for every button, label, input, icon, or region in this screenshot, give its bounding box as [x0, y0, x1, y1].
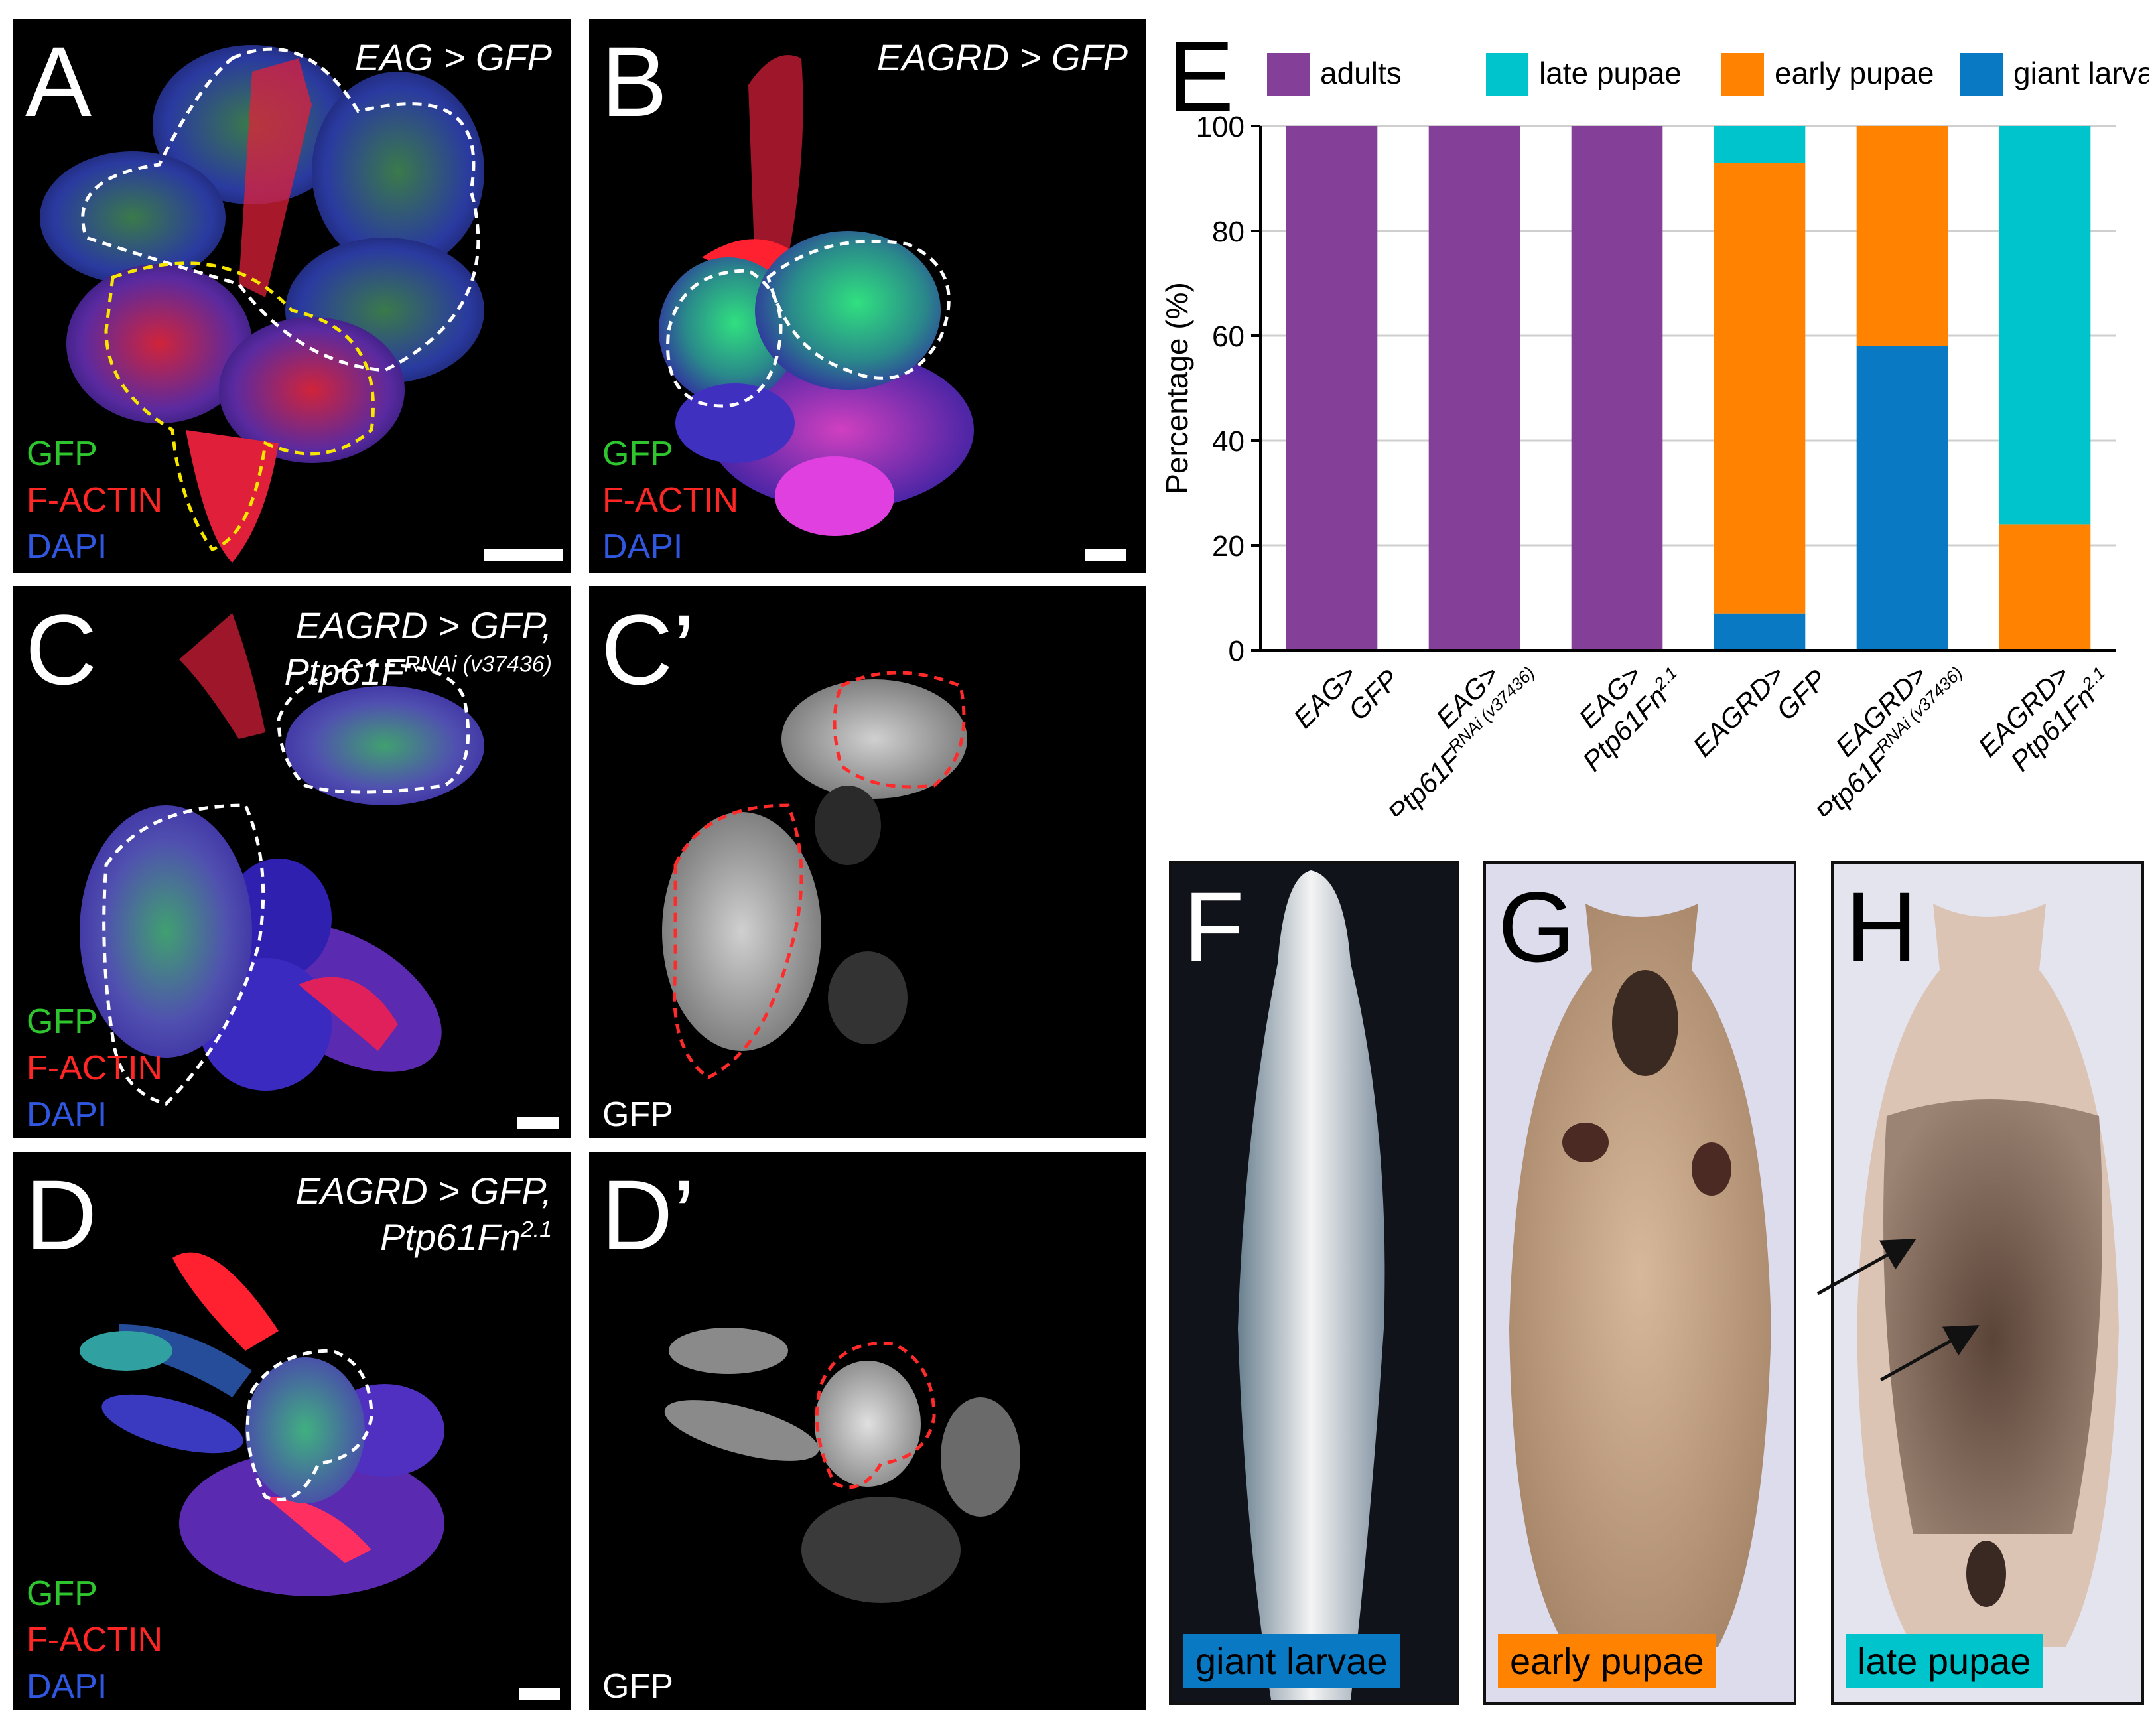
panel-letter: D [25, 1159, 98, 1271]
panel-a: A EAG > GFP GFP F-ACTIN DAPI [13, 19, 571, 573]
panel-title-line2: Ptp61FRNAi (v37436) [284, 649, 552, 695]
panel-letter: A [25, 26, 92, 137]
legend-swatch [1960, 53, 2003, 96]
channel-label-gfp: GFP [27, 1574, 98, 1613]
bar-segment [1714, 126, 1806, 163]
y-tick-label: 0 [1229, 635, 1245, 667]
channel-label-dapi: DAPI [27, 1667, 107, 1706]
scale-bar [517, 1117, 559, 1129]
panel-letter: H [1846, 871, 1918, 983]
panel-title-line1: EAGRD > GFP, [295, 604, 552, 646]
panel-title-line2: Ptp61Fn2.1 [296, 1214, 552, 1261]
panel-letter: B [601, 26, 668, 137]
allele-superscript: RNAi (v37436) [404, 652, 552, 677]
y-tick-label: 100 [1196, 111, 1245, 143]
arrow-icon [1816, 1239, 1917, 1296]
panel-title: EAGRD > GFP, Ptp61FRNAi (v37436) [284, 602, 552, 695]
panel-b-image [659, 55, 974, 536]
x-tick-label: EAG>GFP [1288, 659, 1405, 734]
channel-label-gfp: GFP [602, 1095, 673, 1134]
scale-bar [1085, 549, 1126, 561]
gene-name: Ptp61F [284, 651, 405, 693]
channel-label-dapi: DAPI [27, 1095, 107, 1134]
channel-label-gfp: GFP [27, 435, 98, 473]
legend-label: adults [1320, 56, 1402, 90]
x-tick-label: EAG>Ptp61FRNAi (v37436) [1382, 659, 1538, 816]
panel-h: late pupae H [1831, 861, 2144, 1705]
panel-g: early pupae G [1483, 861, 1796, 1705]
legend-label: late pupae [1539, 56, 1682, 90]
y-tick-label: 60 [1212, 320, 1245, 353]
panel-b: B EAGRD > GFP GFP F-ACTIN DAPI [589, 19, 1146, 573]
arrow-annotations [1816, 1239, 1980, 1382]
y-axis-label: Percentage (%) [1161, 282, 1194, 494]
stage-label-giant-larvae: giant larvae [1183, 1634, 1400, 1688]
bar-segment [1856, 126, 1948, 346]
bar-segment [1571, 126, 1663, 650]
channel-label-factin: F-ACTIN [27, 1049, 163, 1087]
bar-segment [1856, 346, 1948, 650]
x-tick-label: EAGRD>Ptp61Fn2.1 [1972, 659, 2109, 777]
panel-letter: C’ [601, 594, 695, 705]
stage-label-early-pupae: early pupae [1498, 1634, 1716, 1688]
panel-letter: G [1498, 871, 1576, 983]
giant-larva-photo [1238, 870, 1385, 1700]
channel-label-factin: F-ACTIN [27, 481, 163, 519]
scale-bar [519, 1688, 560, 1700]
bar-segment [1999, 126, 2091, 525]
x-tick-label: EAGRD>GFP [1687, 659, 1833, 762]
panel-e-letter: E [1168, 21, 1235, 132]
legend-swatch [1721, 53, 1764, 96]
legend-swatch [1486, 53, 1528, 96]
panel-title: EAG > GFP [354, 36, 552, 78]
panel-title: EAGRD > GFP, Ptp61Fn2.1 [296, 1168, 552, 1261]
y-tick-label: 40 [1212, 425, 1245, 458]
early-pupa-photo [1509, 904, 1771, 1647]
bar-segment [1714, 163, 1806, 614]
channel-label-factin: F-ACTIN [27, 1621, 163, 1659]
scale-bar [484, 549, 563, 561]
channel-label-gfp: GFP [602, 1667, 673, 1706]
channel-label-gfp: GFP [602, 435, 673, 473]
stage-label-late-pupae: late pupae [1846, 1634, 2043, 1688]
x-tick-label: EAGRD>Ptp61FRNAi (v37436) [1810, 659, 1966, 816]
panel-d-prime-image [664, 1328, 1020, 1603]
panel-c-image [80, 613, 484, 1106]
bar-segment [1714, 613, 1806, 650]
panel-a-image [40, 45, 484, 563]
bar-segment [1999, 524, 2091, 650]
y-tick-label: 80 [1212, 216, 1245, 248]
panel-d-prime: D’ GFP [589, 1152, 1146, 1710]
legend-label: early pupae [1775, 56, 1934, 90]
panel-letter: F [1183, 871, 1245, 983]
panel-letter: D’ [601, 1159, 695, 1271]
panel-f: giant larvae F [1169, 861, 1459, 1705]
bar-segment [1286, 126, 1378, 650]
channel-label-gfp: GFP [27, 1002, 98, 1041]
arrow-icon [1879, 1325, 1980, 1382]
gene-name: Ptp61Fn [380, 1216, 521, 1258]
panel-c-prime: C’ GFP [589, 586, 1146, 1138]
panel-letter: C [25, 594, 98, 705]
bar-segment [1428, 126, 1520, 650]
channel-label-dapi: DAPI [602, 527, 683, 566]
x-tick-label: EAG>Ptp61Fn2.1 [1573, 659, 1682, 777]
channel-label-factin: F-ACTIN [602, 481, 739, 519]
y-tick-label: 20 [1212, 530, 1245, 563]
channel-label-dapi: DAPI [27, 527, 107, 566]
x-tick-label-line1: EAGRD> [1687, 659, 1790, 762]
allele-superscript: 2.1 [520, 1217, 552, 1243]
panel-c: C EAGRD > GFP, Ptp61FRNAi (v37436) GFP F… [13, 586, 571, 1138]
panel-d: D EAGRD > GFP, Ptp61Fn2.1 GFP F-ACTIN DA… [13, 1152, 571, 1710]
panel-title: EAGRD > GFP [876, 36, 1128, 78]
late-pupa-photo [1857, 904, 2119, 1647]
legend-label: giant larvae [2013, 56, 2149, 90]
panel-title-line1: EAGRD > GFP, [295, 1170, 552, 1211]
legend-swatch [1267, 53, 1310, 96]
panel-d-image [80, 1252, 444, 1596]
panel-c-prime-image [662, 671, 967, 1079]
